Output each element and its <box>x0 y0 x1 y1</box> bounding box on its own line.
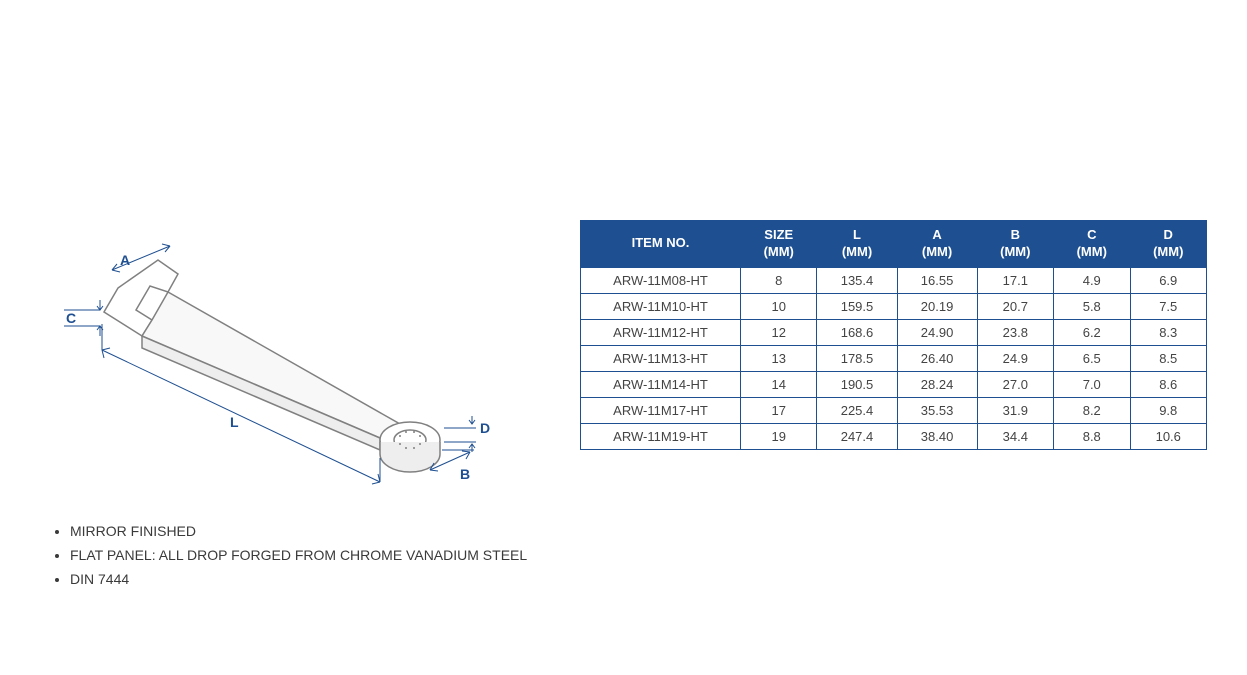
table-cell: 225.4 <box>817 397 897 423</box>
table-cell: 5.8 <box>1054 293 1130 319</box>
table-cell: 8 <box>741 267 817 293</box>
table-cell: 8.8 <box>1054 423 1130 449</box>
table-cell: 10 <box>741 293 817 319</box>
table-cell: 8.6 <box>1130 371 1207 397</box>
table-row: ARW-11M19-HT19247.438.4034.48.810.6 <box>581 423 1207 449</box>
dim-label-d: D <box>480 420 490 436</box>
table-cell: 7.5 <box>1130 293 1207 319</box>
col-header: A(MM) <box>897 221 977 268</box>
table-cell: 27.0 <box>977 371 1053 397</box>
table-cell: 19 <box>741 423 817 449</box>
table-header-row: ITEM NO.SIZE(MM)L(MM)A(MM)B(MM)C(MM)D(MM… <box>581 221 1207 268</box>
table-row: ARW-11M12-HT12168.624.9023.86.28.3 <box>581 319 1207 345</box>
table-row: ARW-11M13-HT13178.526.4024.96.58.5 <box>581 345 1207 371</box>
dim-label-l: L <box>230 414 239 430</box>
feature-item: MIRROR FINISHED <box>70 520 540 544</box>
table-cell: 135.4 <box>817 267 897 293</box>
table-cell: 8.3 <box>1130 319 1207 345</box>
table-cell: 16.55 <box>897 267 977 293</box>
table-cell: ARW-11M12-HT <box>581 319 741 345</box>
wrench-svg <box>40 220 500 500</box>
table-cell: 159.5 <box>817 293 897 319</box>
table-cell: 178.5 <box>817 345 897 371</box>
table-cell: ARW-11M08-HT <box>581 267 741 293</box>
page-container: A C L B D MIRROR FINISHED FLAT PANEL: AL… <box>0 0 1247 591</box>
feature-item: FLAT PANEL: ALL DROP FORGED FROM CHROME … <box>70 544 540 568</box>
table-cell: ARW-11M17-HT <box>581 397 741 423</box>
table-body: ARW-11M08-HT8135.416.5517.14.96.9ARW-11M… <box>581 267 1207 449</box>
table-cell: 23.8 <box>977 319 1053 345</box>
table-cell: 35.53 <box>897 397 977 423</box>
table-cell: 24.90 <box>897 319 977 345</box>
dim-label-a: A <box>120 252 130 268</box>
table-cell: 6.9 <box>1130 267 1207 293</box>
table-row: ARW-11M10-HT10159.520.1920.75.87.5 <box>581 293 1207 319</box>
col-header: L(MM) <box>817 221 897 268</box>
right-column: ITEM NO.SIZE(MM)L(MM)A(MM)B(MM)C(MM)D(MM… <box>580 40 1207 450</box>
table-cell: 31.9 <box>977 397 1053 423</box>
col-header: B(MM) <box>977 221 1053 268</box>
table-head: ITEM NO.SIZE(MM)L(MM)A(MM)B(MM)C(MM)D(MM… <box>581 221 1207 268</box>
spec-table: ITEM NO.SIZE(MM)L(MM)A(MM)B(MM)C(MM)D(MM… <box>580 220 1207 450</box>
wrench-diagram: A C L B D <box>40 220 500 500</box>
col-header: C(MM) <box>1054 221 1130 268</box>
feature-item: DIN 7444 <box>70 568 540 592</box>
table-cell: 8.5 <box>1130 345 1207 371</box>
table-cell: 26.40 <box>897 345 977 371</box>
table-row: ARW-11M17-HT17225.435.5331.98.29.8 <box>581 397 1207 423</box>
table-row: ARW-11M08-HT8135.416.5517.14.96.9 <box>581 267 1207 293</box>
table-cell: ARW-11M14-HT <box>581 371 741 397</box>
feature-list: MIRROR FINISHED FLAT PANEL: ALL DROP FOR… <box>40 520 540 591</box>
table-cell: 190.5 <box>817 371 897 397</box>
table-cell: 17 <box>741 397 817 423</box>
table-cell: 8.2 <box>1054 397 1130 423</box>
table-cell: 14 <box>741 371 817 397</box>
col-header: ITEM NO. <box>581 221 741 268</box>
table-cell: ARW-11M10-HT <box>581 293 741 319</box>
table-cell: 6.5 <box>1054 345 1130 371</box>
table-cell: 20.19 <box>897 293 977 319</box>
table-cell: 17.1 <box>977 267 1053 293</box>
col-header: D(MM) <box>1130 221 1207 268</box>
table-cell: ARW-11M19-HT <box>581 423 741 449</box>
table-cell: 13 <box>741 345 817 371</box>
table-cell: 12 <box>741 319 817 345</box>
table-row: ARW-11M14-HT14190.528.2427.07.08.6 <box>581 371 1207 397</box>
table-cell: 20.7 <box>977 293 1053 319</box>
table-cell: 247.4 <box>817 423 897 449</box>
table-cell: 38.40 <box>897 423 977 449</box>
table-cell: 10.6 <box>1130 423 1207 449</box>
table-cell: 9.8 <box>1130 397 1207 423</box>
dim-label-c: C <box>66 310 76 326</box>
table-cell: 24.9 <box>977 345 1053 371</box>
dim-label-b: B <box>460 466 470 482</box>
col-header: SIZE(MM) <box>741 221 817 268</box>
table-cell: 6.2 <box>1054 319 1130 345</box>
table-cell: 168.6 <box>817 319 897 345</box>
left-column: A C L B D MIRROR FINISHED FLAT PANEL: AL… <box>40 40 540 591</box>
table-cell: 7.0 <box>1054 371 1130 397</box>
table-cell: 4.9 <box>1054 267 1130 293</box>
table-cell: ARW-11M13-HT <box>581 345 741 371</box>
table-cell: 34.4 <box>977 423 1053 449</box>
table-cell: 28.24 <box>897 371 977 397</box>
